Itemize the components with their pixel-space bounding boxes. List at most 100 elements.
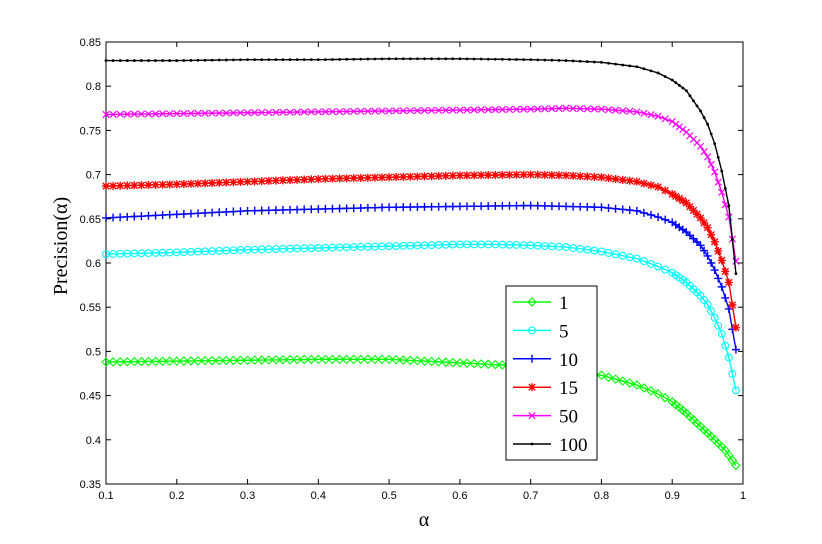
data-point-marker (151, 180, 160, 189)
data-point-marker (186, 209, 195, 218)
legend-label: 1 (559, 293, 569, 314)
data-point-marker (215, 208, 224, 217)
data-point-marker (663, 75, 667, 78)
data-point-marker (678, 196, 687, 205)
data-point-marker (111, 59, 115, 62)
data-point-marker (706, 122, 710, 126)
data-point-marker (215, 109, 223, 117)
data-point-marker (639, 257, 648, 266)
data-point-marker (470, 171, 479, 180)
data-point-marker (576, 172, 585, 181)
data-point-marker (455, 202, 464, 211)
data-point-marker (412, 355, 423, 366)
data-point-marker (497, 360, 508, 370)
data-point-marker (137, 212, 146, 221)
data-point-marker (562, 171, 571, 180)
data-point-marker (632, 380, 642, 390)
data-point-marker (654, 213, 663, 222)
y-axis: 0.35 0.4 0.45 0.5 0.55 0.6 0.65 0.7 0.75 0.8 0.85 (80, 37, 743, 491)
data-point-marker (703, 223, 712, 232)
data-point-marker (533, 201, 542, 210)
data-point-marker (440, 357, 451, 367)
data-point-marker (692, 99, 695, 103)
data-point-marker (122, 356, 133, 367)
data-point-marker (385, 173, 394, 182)
data-point-marker (526, 170, 535, 179)
data-point-marker (363, 173, 372, 182)
data-point-marker (714, 247, 723, 256)
data-point-marker (249, 355, 260, 365)
data-point-marker (731, 386, 740, 395)
data-point-marker (564, 59, 568, 62)
data-point-marker (730, 238, 734, 241)
data-point-marker (692, 210, 701, 219)
data-point-marker (434, 202, 443, 211)
data-point-marker (116, 213, 125, 222)
legend-box (505, 285, 598, 461)
data-point-marker (137, 110, 146, 118)
data-point-marker (639, 383, 649, 393)
data-point-marker (130, 212, 139, 221)
data-point-marker (469, 358, 479, 369)
data-point-marker (378, 107, 386, 115)
data-point-marker (576, 202, 585, 211)
data-point-marker (342, 204, 351, 213)
series-layer (101, 57, 741, 471)
y-tick-label: 0.55 (80, 302, 101, 314)
data-point-marker (334, 354, 345, 365)
data-point-marker (455, 171, 464, 180)
data-point-marker (349, 174, 358, 183)
data-point-marker (123, 110, 131, 118)
data-point-marker (528, 354, 536, 363)
data-point-marker (448, 171, 457, 180)
data-point-marker (444, 57, 448, 61)
data-point-marker (508, 58, 511, 61)
data-point-marker (734, 272, 738, 276)
data-point-marker (661, 215, 670, 224)
data-point-marker (611, 106, 620, 114)
data-point-marker (442, 106, 450, 114)
data-point-marker (371, 107, 379, 115)
data-point-marker (611, 175, 620, 184)
data-point-marker (696, 142, 705, 150)
data-point-marker (462, 171, 471, 180)
data-point-marker (695, 104, 699, 108)
data-point-marker (186, 179, 195, 188)
data-point-marker (242, 355, 253, 366)
data-point-marker (484, 171, 493, 180)
data-point-marker (724, 304, 733, 313)
data-point-marker (208, 208, 217, 217)
data-point-marker (486, 57, 490, 61)
data-point-marker (363, 203, 372, 212)
data-point-marker (229, 109, 238, 117)
data-point-marker (427, 106, 436, 115)
data-point-marker (102, 213, 110, 222)
data-point-marker (569, 104, 577, 113)
data-point-marker (286, 108, 294, 116)
series-50 (102, 104, 740, 265)
data-point-marker (632, 206, 641, 215)
data-point-marker (187, 109, 195, 118)
data-point-marker (338, 58, 341, 61)
data-point-marker (293, 205, 302, 214)
data-point-marker (618, 175, 627, 184)
data-point-marker (179, 180, 188, 189)
data-point-marker (527, 105, 535, 113)
data-point-marker (462, 202, 471, 211)
y-axis-label: Precision(α) (50, 197, 72, 295)
data-point-marker (200, 355, 210, 366)
data-point-marker (272, 108, 280, 116)
data-point-marker (728, 300, 737, 309)
data-point-marker (201, 179, 210, 188)
data-point-marker (166, 110, 174, 118)
data-point-marker (472, 57, 476, 61)
data-point-marker (463, 106, 471, 114)
data-point-marker (624, 378, 635, 388)
data-point-marker (101, 357, 111, 367)
data-point-marker (716, 155, 720, 159)
data-point-marker (505, 170, 514, 179)
data-point-marker (723, 186, 727, 190)
data-point-marker (477, 202, 486, 211)
data-point-marker (703, 300, 712, 309)
data-point-marker (731, 323, 740, 332)
